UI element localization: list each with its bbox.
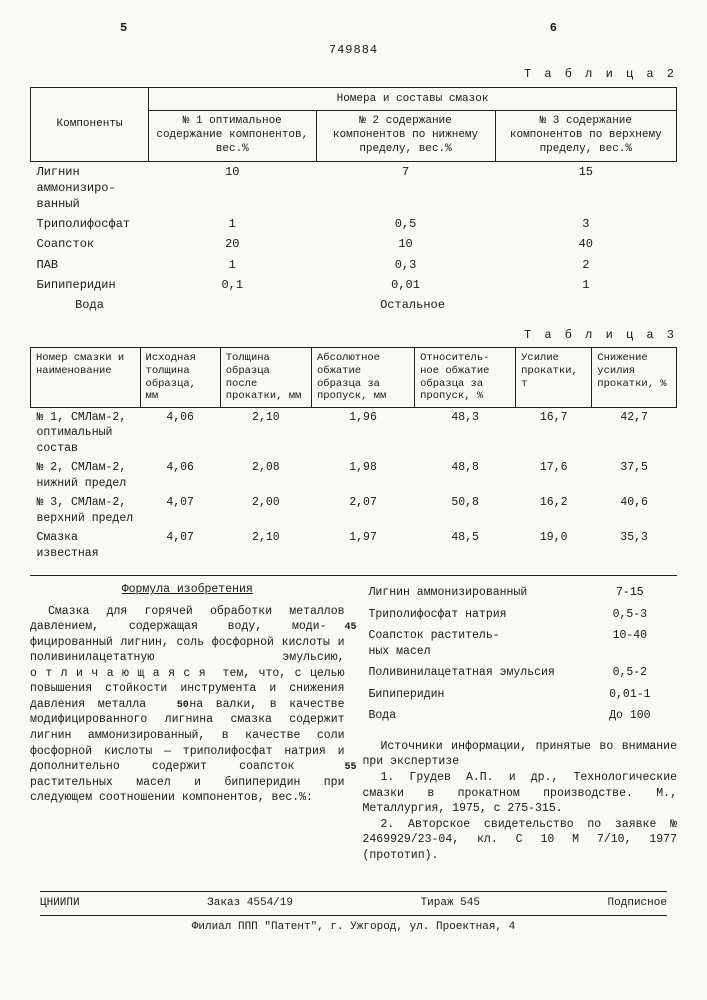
table2-col2: № 2 содержание компонентов по нижнему пр… (316, 111, 495, 161)
table3-caption: Т а б л и ц а 3 (30, 327, 677, 343)
table-row: № 3, СМЛам-2, верхний предел4,072,002,07… (31, 493, 677, 528)
table2-superheader: Номера и составы смазок (149, 87, 677, 111)
left-column: Формула изобретения Смазка для горячей о… (30, 582, 345, 863)
table2-col3: № 3 содержание компонентов по верхнему п… (495, 111, 676, 161)
table2-body: Лигнин аммонизиро-ванный10715 Триполифос… (31, 161, 677, 315)
source-1: 1. Грудев А.П. и др., Технологи­ческие с… (363, 770, 678, 817)
footer-sign: Подписное (608, 896, 667, 911)
table-row: Смазка известная4,072,101,9748,519,035,3 (31, 528, 677, 563)
table2: Компоненты Номера и составы смазок № 1 о… (30, 87, 677, 316)
table2-col-components: Компоненты (31, 87, 149, 161)
table-row: № 2, СМЛам-2, нижний предел4,062,081,984… (31, 458, 677, 493)
formula-body: Смазка для горячей обработки метал­лов д… (30, 604, 345, 806)
table2-caption: Т а б л и ц а 2 (30, 66, 677, 82)
formula-heading: Формула изобретения (30, 582, 345, 598)
linemark-45: 45 (327, 621, 345, 635)
t3-h6: Снижение усилия прокатки, % (592, 348, 677, 407)
footer-address: Филиал ППП "Патент", г. Ужгород, ул. Про… (40, 915, 667, 935)
page-footer: ЦНИИПИ Заказ 4554/19 Тираж 545 Подписное… (30, 891, 677, 935)
linemark-50: 50 (159, 699, 177, 713)
t2-water-value: Остальное (149, 295, 677, 315)
t3-h4: Относитель-ное обжатие образца за пропус… (415, 348, 516, 407)
t3-h2: Толщина образца после прокатки, мм (220, 348, 311, 407)
t2-name: Соапсток (31, 234, 149, 254)
doc-number: 749884 (30, 42, 677, 58)
t3-h5: Усилие прокатки, т (516, 348, 592, 407)
page-header: 5 6 (30, 20, 677, 36)
composition-list: Лигнин аммонизированный7-15 Триполифосфа… (363, 582, 678, 727)
t2-name: Лигнин аммонизиро-ванный (31, 161, 149, 214)
right-column: Лигнин аммонизированный7-15 Триполифосфа… (363, 582, 678, 863)
t3-h0: Номер смазки и наименование (31, 348, 141, 407)
footer-tirazh: Тираж 545 (421, 896, 480, 911)
sources-heading: Источники информации, принятые во вниман… (363, 739, 678, 770)
table3: Номер смазки и наименование Исходная тол… (30, 347, 677, 563)
t3-h3: Абсолютное обжатие образца за пропуск, м… (311, 348, 414, 407)
table-row: № 1, СМЛам-2, оптимальный состав4,062,10… (31, 407, 677, 458)
body-two-col: Формула изобретения Смазка для горячей о… (30, 582, 677, 863)
linemark-55: 55 (327, 761, 345, 775)
t2-name: Триполифосфат (31, 214, 149, 234)
t2-name: Бипиперидин (31, 275, 149, 295)
t2-water-name: Вода (31, 295, 149, 315)
t2-name: ПАВ (31, 255, 149, 275)
table2-col1: № 1 оптимальное содержание компонентов, … (149, 111, 316, 161)
col-num-left: 5 (120, 20, 127, 36)
col-num-right: 6 (550, 20, 557, 36)
footer-org: ЦНИИПИ (40, 896, 80, 911)
footer-order: Заказ 4554/19 (207, 896, 293, 911)
t3-h1: Исходная толщина образца, мм (140, 348, 220, 407)
source-2: 2. Авторское свидетельство по за­явке № … (363, 817, 678, 864)
